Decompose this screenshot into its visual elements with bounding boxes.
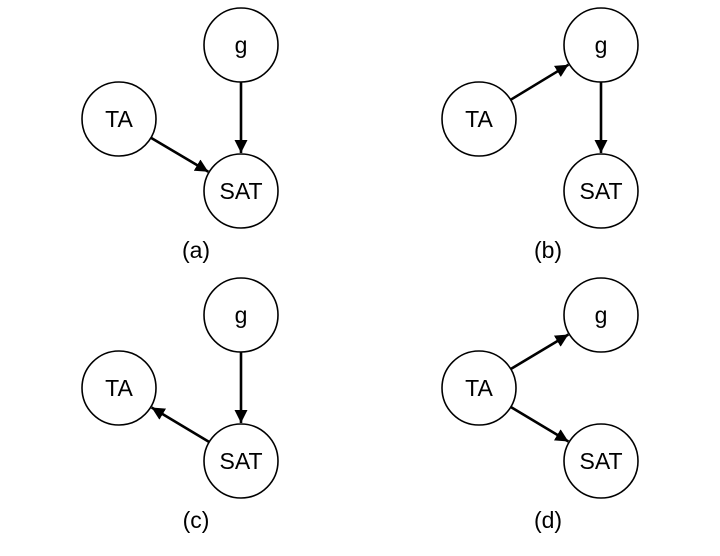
edges-d	[510, 333, 570, 443]
node-g-a: g	[203, 7, 279, 83]
edges-c	[150, 352, 248, 444]
panel-c: g TA SAT (c)	[81, 277, 279, 533]
node-label-g-b: g	[595, 32, 608, 58]
node-ta-c: TA	[81, 350, 157, 426]
node-g-b: g	[563, 7, 639, 83]
node-label-sat-a: SAT	[219, 178, 262, 204]
edges-b	[509, 63, 608, 153]
node-label-ta-a: TA	[105, 106, 133, 132]
node-g-d: g	[563, 277, 639, 353]
node-g-c: g	[203, 277, 279, 353]
node-label-g-c: g	[235, 302, 248, 328]
edges-a	[150, 82, 248, 173]
panel-b: g TA SAT (b)	[441, 7, 639, 263]
panel-a: g TA SAT (a)	[81, 7, 279, 263]
node-ta-b: TA	[441, 81, 517, 157]
node-label-ta-c: TA	[105, 375, 133, 401]
node-ta-d: TA	[441, 350, 517, 426]
node-sat-a: SAT	[203, 153, 279, 229]
node-label-sat-d: SAT	[579, 448, 622, 474]
node-ta-a: TA	[81, 81, 157, 157]
node-label-sat-b: SAT	[579, 178, 622, 204]
node-label-g-a: g	[235, 32, 248, 58]
node-label-ta-b: TA	[465, 106, 493, 132]
edge-ta-to-g-b	[509, 63, 570, 101]
caption-c: (c)	[183, 507, 210, 533]
node-sat-d: SAT	[563, 423, 639, 499]
edge-sat-to-ta-c	[150, 406, 210, 444]
edge-ta-to-sat-a	[150, 136, 209, 173]
node-label-ta-d: TA	[465, 375, 493, 401]
edge-ta-to-sat-d	[510, 405, 570, 443]
caption-d: (d)	[534, 507, 562, 533]
node-sat-c: SAT	[203, 423, 279, 499]
edge-ta-to-g-d	[510, 333, 570, 371]
node-sat-b: SAT	[563, 153, 639, 229]
node-label-sat-c: SAT	[219, 448, 262, 474]
caption-b: (b)	[534, 237, 562, 263]
caption-a: (a)	[182, 237, 210, 263]
panel-d: g TA SAT (d)	[441, 277, 639, 533]
node-label-g-d: g	[595, 302, 608, 328]
